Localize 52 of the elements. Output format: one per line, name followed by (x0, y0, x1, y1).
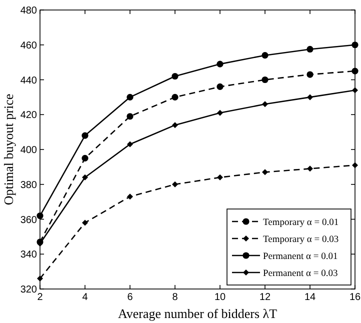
legend-label: Permanent α = 0.01 (263, 252, 338, 262)
point (126, 94, 134, 100)
y-tick-label: 480 (20, 6, 38, 16)
point (172, 94, 178, 100)
point (306, 71, 314, 78)
point (217, 110, 223, 116)
y-tick-label: 400 (20, 145, 38, 156)
point (36, 212, 44, 220)
point (306, 46, 314, 53)
point (127, 141, 133, 148)
point (352, 162, 358, 168)
x-tick-label: 6 (127, 292, 134, 303)
point (262, 169, 268, 176)
point (262, 52, 268, 59)
legend-label: Temporary α = 0.01 (263, 218, 339, 228)
x-tick-label: 2 (37, 292, 44, 303)
point (172, 181, 178, 188)
point (352, 68, 358, 74)
point (262, 76, 268, 84)
point (307, 94, 313, 100)
x-tick-label: 8 (172, 292, 178, 303)
point (172, 122, 178, 128)
y-tick-label: 320 (20, 284, 38, 296)
y-tick-label: 360 (20, 214, 38, 226)
point (82, 174, 88, 180)
x-tick-label: 10 (214, 292, 226, 303)
point (217, 174, 223, 180)
point (82, 220, 88, 226)
x-tick-label: 4 (82, 292, 88, 303)
point (172, 72, 178, 80)
point (126, 113, 134, 120)
point (127, 194, 133, 200)
y-tick-label: 340 (20, 250, 38, 261)
point (37, 276, 43, 282)
y-tick-label: 380 (20, 180, 38, 191)
x-tick-label: 14 (304, 292, 316, 303)
y-tick-label: 440 (20, 75, 38, 86)
y-tick-label: 420 (20, 110, 38, 122)
y-axis-title: Optimal buyout price (1, 94, 16, 206)
x-axis-title: Average number of bidders λT (118, 306, 278, 321)
point (82, 154, 88, 162)
point (216, 83, 224, 90)
x-tick-label: 16 (349, 292, 361, 303)
point (262, 101, 268, 108)
point (352, 87, 358, 94)
legend-label: Permanent α = 0.03 (263, 269, 338, 279)
y-tick-label: 460 (20, 40, 38, 52)
point (82, 132, 88, 139)
legend-label: Temporary α = 0.03 (263, 235, 339, 245)
point (307, 166, 313, 172)
x-tick-label: 12 (259, 292, 271, 303)
point (216, 60, 224, 68)
